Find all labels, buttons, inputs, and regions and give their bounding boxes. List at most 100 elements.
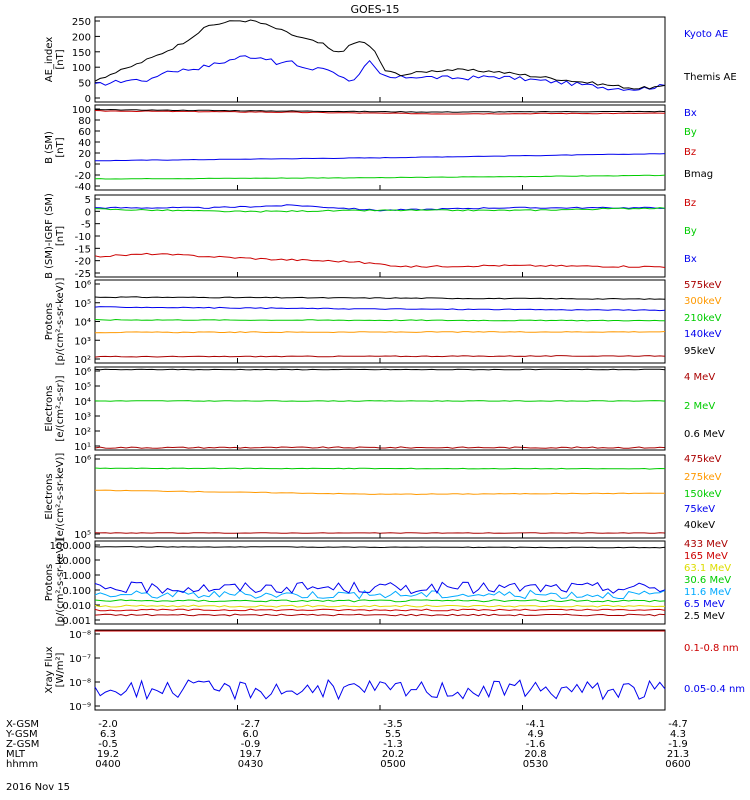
legend-label: 165 MeV xyxy=(684,551,728,562)
y-axis-label: [nT] xyxy=(55,49,66,69)
series-line-275kev xyxy=(95,489,665,496)
legend-label: 140keV xyxy=(684,329,722,340)
y-tick-label: 5 xyxy=(85,195,91,206)
orbit-cell: 6.3 xyxy=(100,729,116,740)
orbit-cell: 4.3 xyxy=(670,729,686,740)
series-line-11.6-mev xyxy=(94,589,666,600)
series-line-2.5-mev xyxy=(94,545,666,549)
orbit-row-label: MLT xyxy=(6,749,26,760)
y-tick-label: 10⁵ xyxy=(74,530,91,541)
orbit-row-label: Y-GSM xyxy=(5,729,38,740)
orbit-cell: 19.2 xyxy=(97,749,119,760)
y-tick-label: 10² xyxy=(74,427,91,438)
legend-label: By xyxy=(684,226,697,237)
series-line-bx xyxy=(94,204,665,212)
legend-label: 2.5 MeV xyxy=(684,611,725,622)
y-tick-label: 50 xyxy=(78,79,91,90)
y-tick-label: 10⁶ xyxy=(74,455,91,466)
panel-electrons_kev: 10⁶ 10⁵ Electrons [e/(cm²-s-sr-keV)] 475keV 2… xyxy=(44,453,722,541)
legend-label: 0.6 MeV xyxy=(684,429,725,440)
panel-bigrf: 50 -5-10-15 -20-25 B (SM)-IGRF (SM) [nT] Bz By… xyxy=(44,193,697,280)
y-tick-label: 10⁵ xyxy=(74,299,91,310)
y-axis-label: [e/(cm²-s-sr-keV)] xyxy=(55,453,66,541)
legend-label: 433 MeV xyxy=(684,539,728,550)
legend-label: 40keV xyxy=(684,520,715,531)
legend-label: Kyoto AE xyxy=(684,29,728,40)
legend-label: 63.1 MeV xyxy=(684,563,731,574)
y-axis-label: [nT] xyxy=(55,137,66,157)
series-line-165-mev xyxy=(94,608,666,612)
orbit-cell: 21.3 xyxy=(667,749,689,760)
series-line-by xyxy=(94,174,666,180)
series-line-210kev xyxy=(94,318,665,322)
legend-label: Bz xyxy=(684,147,696,158)
y-axis-label: [e/(cm²-s-sr)] xyxy=(55,375,66,441)
legend-label: 300keV xyxy=(684,296,722,307)
y-tick-label: 100 xyxy=(72,63,91,74)
series-line-bmag xyxy=(94,108,666,113)
legend-label: 30.6 MeV xyxy=(684,575,731,586)
y-tick-label: 20 xyxy=(78,149,91,160)
panel-electrons_mev: 10⁶ 10⁵ 10⁴ 10³ 10² 10¹ Electrons [e/(cm²-s-sr)… xyxy=(44,366,725,453)
orbit-cell: -2.0 xyxy=(98,719,118,730)
y-tick-label: 0.001 xyxy=(62,616,91,627)
orbit-cell: 4.9 xyxy=(528,729,544,740)
y-tick-label: 80 xyxy=(78,116,91,127)
y-tick-label: -10 xyxy=(75,232,91,243)
y-axis-label: Protons xyxy=(44,564,55,601)
y-tick-label: 10³ xyxy=(74,412,91,423)
legend-label: 210keV xyxy=(684,313,722,324)
series-line-by xyxy=(94,207,666,213)
series-line-0.05-0.4-nm xyxy=(94,678,666,701)
orbit-cell: 20.8 xyxy=(524,749,546,760)
legend-label: Bx xyxy=(684,108,697,119)
orbit-cell: -0.5 xyxy=(98,739,118,750)
legend-label: 95keV xyxy=(684,346,715,357)
legend-label: Themis AE xyxy=(683,72,737,83)
y-tick-label: 200 xyxy=(72,32,91,43)
y-tick-label: 10⁶ xyxy=(74,367,91,378)
legend-label: 475keV xyxy=(684,454,722,465)
series-line-themis-ae xyxy=(94,19,666,90)
legend-label: Bx xyxy=(684,254,697,265)
y-tick-label: 10⁻⁹ xyxy=(69,702,91,713)
series-line-bx xyxy=(94,153,666,162)
orbit-cell: -4.1 xyxy=(526,719,546,730)
series-line-95kev xyxy=(94,296,666,300)
y-tick-label: 0 xyxy=(85,207,91,218)
y-tick-label: 40 xyxy=(78,138,91,149)
series-line-575kev xyxy=(94,355,666,358)
date-label: 2016 Nov 15 xyxy=(6,782,70,793)
y-tick-label: 10¹ xyxy=(74,442,91,453)
orbit-cell: 0400 xyxy=(95,759,120,770)
y-tick-label: 10⁵ xyxy=(74,382,91,393)
y-axis-label: Electrons xyxy=(44,473,55,519)
plot-title: GOES-15 xyxy=(350,3,399,16)
legend-label: 575keV xyxy=(684,280,722,291)
legend-label: 11.6 MeV xyxy=(684,587,731,598)
y-tick-label: 0.010 xyxy=(62,601,91,612)
panel-xray: 10⁻⁸ 10⁻⁷ 10⁻⁸ 10⁻⁹ Xray Flux [W/m²] 0.1-0.8 n… xyxy=(44,629,745,713)
y-axis-label: Electrons xyxy=(44,385,55,431)
y-axis-label: B (SM)-IGRF (SM) xyxy=(44,193,55,279)
y-axis-label: B (SM) xyxy=(44,131,55,164)
y-tick-label: -15 xyxy=(75,244,91,255)
series-line-433-mev xyxy=(94,613,666,617)
panel-frame xyxy=(94,629,666,711)
panel-frame xyxy=(94,454,666,539)
panel-protons: 10⁶ 10⁵ 10⁴ 10³ 10² Protons [p/(cm²-s-sr-keV)]… xyxy=(44,278,722,366)
orbit-cell: 20.2 xyxy=(382,749,404,760)
y-tick-label: 0.100 xyxy=(62,586,91,597)
y-tick-label: -40 xyxy=(75,182,91,193)
series-line-150kev xyxy=(94,467,666,470)
series-line-2-mev xyxy=(94,400,666,402)
orbit-cell: 0500 xyxy=(380,759,405,770)
orbit-cell: -0.9 xyxy=(241,739,261,750)
series-line-300kev xyxy=(94,331,666,334)
legend-label: 0.05-0.4 nm xyxy=(684,684,745,695)
y-tick-label: 10⁻⁸ xyxy=(69,630,91,641)
